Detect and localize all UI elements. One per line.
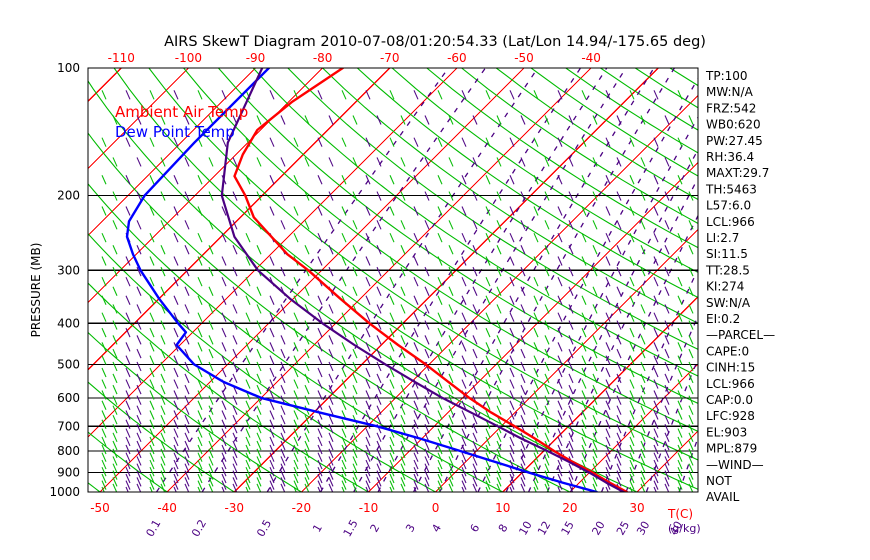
stat-line-22: EL:903	[706, 425, 747, 439]
pressure-tick-100: 100	[57, 61, 80, 75]
mixing-ratio-tick-25: 25	[614, 519, 632, 538]
stat-line-17: CAPE:0	[706, 344, 749, 358]
stat-line-0: TP:100	[705, 69, 748, 83]
stat-line-3: WB0:620	[706, 118, 761, 132]
stats-panel: TP:100 MW:N/A FRZ:542 WB0:620 PW:27.45 RH:36.…	[705, 69, 775, 504]
top-temp-tick--80: -80	[313, 51, 333, 65]
bottom-temp-tick--20: -20	[292, 501, 312, 515]
legend-ambient-air-temp: Ambient Air Temp	[115, 103, 248, 121]
bottom-temp-tick--30: -30	[224, 501, 244, 515]
stat-line-26: AVAIL	[706, 490, 740, 504]
stat-line-23: MPL:879	[706, 442, 757, 456]
mixing-ratio-tick-20: 20	[589, 519, 607, 538]
stat-line-4: PW:27.45	[706, 134, 763, 148]
bottom-temp-tick-20: 20	[562, 501, 577, 515]
pressure-tick-200: 200	[57, 189, 80, 203]
top-temp-tick--60: -60	[447, 51, 467, 65]
x-axis-mixing-ratio-unit: (g/kg)	[668, 522, 701, 535]
pressure-tick-800: 800	[57, 444, 80, 458]
stat-line-9: LCL:966	[706, 215, 755, 229]
mixing-ratio-tick-30: 30	[634, 519, 652, 538]
stat-line-1: MW:N/A	[706, 85, 754, 99]
stat-line-25: NOT	[706, 474, 732, 488]
pressure-tick-700: 700	[57, 419, 80, 433]
top-temp-tick--40: -40	[581, 51, 601, 65]
legend-dew-point-temp: Dew Point Temp	[115, 123, 235, 141]
background-grid	[88, 68, 698, 492]
pressure-tick-300: 300	[57, 263, 80, 277]
stat-line-12: TT:28.5	[705, 263, 750, 277]
stat-line-24: —WIND—	[706, 458, 764, 472]
stat-line-11: SI:11.5	[706, 247, 748, 261]
x-axis-temperature-unit: T(C)	[667, 507, 693, 521]
pressure-tick-900: 900	[57, 466, 80, 480]
stat-line-19: LCL:966	[706, 377, 755, 391]
pressure-tick-500: 500	[57, 357, 80, 371]
stat-line-10: LI:2.7	[706, 231, 739, 245]
stat-line-18: CINH:15	[706, 361, 755, 375]
mixing-ratio-tick-10: 10	[516, 519, 534, 538]
plot-frame	[87, 67, 699, 493]
top-temp-tick--100: -100	[175, 51, 202, 65]
bottom-temp-tick--40: -40	[157, 501, 177, 515]
stat-line-5: RH:36.4	[706, 150, 754, 164]
stat-line-20: CAP:0.0	[706, 393, 753, 407]
bottom-temp-tick-30: 30	[629, 501, 644, 515]
stat-line-21: LFC:928	[706, 409, 755, 423]
y-axis-title: PRESSURE (MB)	[29, 243, 43, 338]
stat-line-16: —PARCEL—	[706, 328, 775, 342]
bottom-temp-tick--10: -10	[359, 501, 379, 515]
stat-line-7: TH:5463	[705, 182, 757, 196]
pressure-tick-600: 600	[57, 391, 80, 405]
pressure-axis-labels: 100 200 300 400 500 600 700 800 900 1000	[49, 61, 80, 499]
stat-line-2: FRZ:542	[706, 101, 756, 115]
mixing-ratio-tick-40: 40	[667, 519, 685, 538]
stat-line-14: SW:N/A	[706, 296, 751, 310]
bottom-temp-tick-10: 10	[495, 501, 510, 515]
top-temperature-labels: -110 -100 -90 -80 -70 -60 -50 -40	[108, 51, 601, 65]
sounding-curves	[125, 68, 629, 492]
stat-line-6: MAXT:29.7	[706, 166, 769, 180]
bottom-temp-tick--50: -50	[90, 501, 110, 515]
mixing-ratio-tick-12: 12	[535, 519, 553, 538]
stat-line-8: L57:6.0	[706, 199, 751, 213]
top-temp-tick--70: -70	[380, 51, 400, 65]
stat-line-13: KI:274	[706, 280, 744, 294]
page-title: AIRS SkewT Diagram 2010-07-08/01:20:54.3…	[164, 34, 706, 50]
bottom-temp-tick-0: 0	[432, 501, 440, 515]
top-temp-tick--110: -110	[108, 51, 135, 65]
stat-line-15: EI:0.2	[706, 312, 740, 326]
bottom-temperature-labels: -50 -40 -30 -20 -10 0 10 20 30	[90, 501, 644, 515]
mixing-ratio-tick-15: 15	[559, 519, 577, 538]
pressure-tick-400: 400	[57, 316, 80, 330]
pressure-tick-1000: 1000	[49, 485, 80, 499]
top-temp-tick--50: -50	[514, 51, 534, 65]
top-temp-tick--90: -90	[246, 51, 266, 65]
